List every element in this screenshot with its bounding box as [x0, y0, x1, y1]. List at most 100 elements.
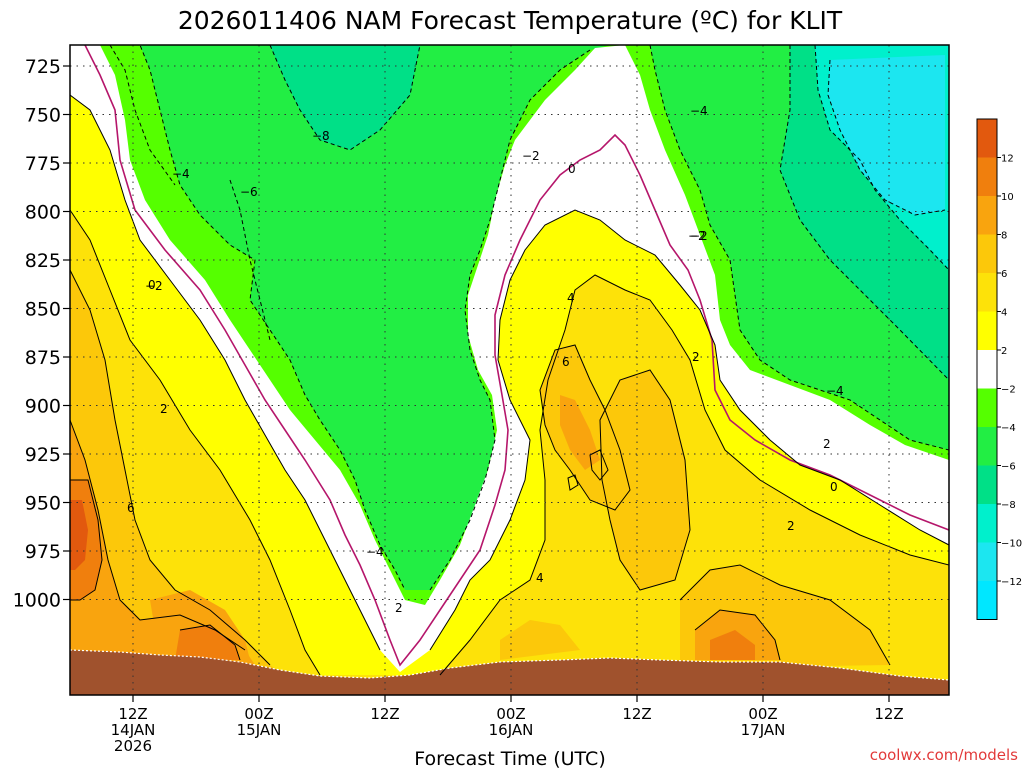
x-tick-label: 14JAN	[111, 721, 156, 739]
contour-label-6: 0	[568, 162, 576, 176]
field-8-west	[70, 420, 255, 665]
field-minus8-upper	[270, 45, 420, 150]
contour-minus4-west	[85, 45, 406, 591]
field-minus12-east	[828, 55, 945, 215]
colorbar-label: −4	[1001, 423, 1016, 434]
y-tick-label: 825	[25, 250, 61, 272]
colorbar-label: −10	[1001, 539, 1022, 550]
colorbar-label: −12	[1001, 577, 1022, 588]
x-tick-label: 2026	[114, 737, 152, 755]
contour-label-7: −2	[690, 229, 708, 243]
colorbar-label: −6	[1001, 462, 1016, 473]
contour-label-16: −4	[366, 545, 384, 559]
terrain-below-ground	[70, 650, 949, 695]
x-tick-label: 12Z	[118, 705, 147, 723]
y-tick-label: 950	[25, 493, 61, 515]
y-tick-label: 750	[25, 105, 61, 127]
contour-minus6-west	[109, 45, 176, 186]
contour-label-3: −8	[312, 129, 330, 143]
y-tick-label: 900	[25, 396, 61, 418]
x-tick-label: 15JAN	[237, 721, 282, 739]
x-tick-label: 16JAN	[489, 721, 534, 739]
contour-10-low	[179, 624, 241, 661]
colorbar-swatch	[977, 427, 997, 466]
contour-4-east	[439, 274, 949, 676]
colorbar-label: −8	[1001, 500, 1016, 511]
contour-8-pocket	[589, 449, 609, 481]
x-axis-title: Forecast Time (UTC)	[414, 748, 605, 768]
contour-label-9: −4	[826, 384, 844, 398]
colorbar-swatch	[977, 157, 997, 196]
field-10-low	[175, 625, 240, 660]
y-tick-label: 925	[25, 444, 61, 466]
plot-frame	[69, 44, 950, 696]
y-tick-label: 850	[25, 299, 61, 321]
colorbar-swatch	[977, 581, 997, 620]
y-tick-label: 875	[25, 347, 61, 369]
contour-minus10-east	[814, 45, 949, 271]
colorbar-swatch	[977, 311, 997, 350]
colorbar-frame	[976, 118, 998, 620]
contour-label-21: 4	[536, 571, 544, 585]
y-tick-label: 1000	[13, 590, 61, 612]
x-tick-label: 00Z	[244, 705, 273, 723]
colorbar-swatch	[977, 196, 997, 235]
contour-6-west	[70, 269, 271, 666]
contour-minus12-east	[827, 59, 946, 216]
contour-label-14: 0	[830, 480, 838, 494]
contour-small-pocket	[567, 474, 579, 491]
x-tick-label: 12Z	[622, 705, 651, 723]
colorbar-swatch	[977, 465, 997, 504]
y-axis: 725 750 775 800 825 850 875 900 925 950 975 1000	[13, 56, 70, 612]
contour-label-17: 2	[787, 519, 795, 533]
contour-label-15: 2	[823, 437, 831, 451]
credit-text: coolwx.com/models	[870, 746, 1018, 764]
colorbar-label: 6	[1001, 269, 1007, 280]
contour-minus4-center	[429, 49, 591, 591]
x-tick-label: 12Z	[874, 705, 903, 723]
y-tick-label: 725	[25, 56, 61, 78]
contour-label-20: 2	[395, 601, 403, 615]
contour-minus8-upper	[269, 45, 421, 151]
colorbar-swatch	[977, 119, 997, 158]
contour-2-west	[70, 94, 381, 651]
contour-label-22: −2	[688, 229, 706, 243]
contour-label-5: −2	[522, 149, 540, 163]
y-tick-label: 975	[25, 541, 61, 563]
colorbar-label: 10	[1001, 192, 1014, 203]
contour-8-west	[70, 419, 246, 651]
field-6-west	[70, 270, 290, 680]
colorbar-swatch	[977, 234, 997, 273]
field-12-west	[70, 500, 88, 570]
contour-6-center	[539, 344, 631, 511]
contour-label-1: −4	[172, 167, 190, 181]
x-tick-label: 00Z	[748, 705, 777, 723]
contour-6-center-east	[599, 369, 691, 591]
contour-label-19: 0	[148, 278, 156, 292]
contour-label-2: −6	[240, 185, 258, 199]
contour-minus6-inner	[229, 179, 271, 341]
chart-title: 2026011406 NAM Forecast Temperature (ºC)…	[178, 6, 843, 35]
y-tick-label: 775	[25, 153, 61, 175]
contour-label-13: 2	[692, 350, 700, 364]
contour-label-11: 6	[562, 355, 570, 369]
x-tick-label: 00Z	[496, 705, 525, 723]
colorbar-swatch	[977, 350, 997, 389]
contour-4-west	[70, 209, 321, 676]
field-6-center-east	[600, 370, 690, 590]
contour-label-12: 2	[160, 402, 168, 416]
x-tick-label: 12Z	[370, 705, 399, 723]
contour-2-east	[429, 209, 949, 651]
contour-label-8: −2	[145, 279, 163, 293]
contour-label-4: −4	[690, 104, 708, 118]
colorbar-label: 4	[1001, 308, 1007, 319]
contour-minus4-east	[649, 45, 949, 451]
contour-8-east	[694, 609, 781, 661]
field-8-center	[560, 395, 600, 470]
colorbar-label: 12	[1001, 154, 1014, 165]
colorbar-label: 8	[1001, 231, 1007, 242]
colorbar-swatch	[977, 273, 997, 312]
grid-vertical	[132, 45, 890, 695]
y-tick-label: 800	[25, 202, 61, 224]
